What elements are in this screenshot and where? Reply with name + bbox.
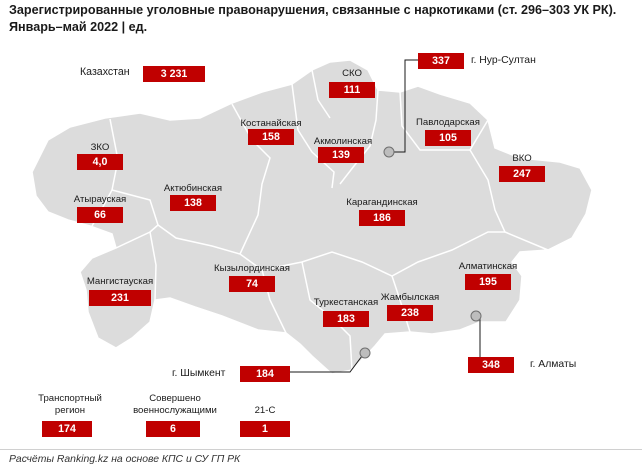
region-label-atyrau: Атырауская xyxy=(73,194,127,205)
region-label-pavlodar: Павлодарская xyxy=(416,117,480,128)
region-label-sko: СКО xyxy=(342,68,362,79)
extra-label-military: Совершено военнослужащими xyxy=(133,393,217,416)
region-label-karaganda: Карагандинская xyxy=(346,197,418,208)
region-value-mangystau: 231 xyxy=(89,290,151,306)
title-line-2: Январь–май 2022 | ед. xyxy=(9,20,148,34)
region-value-atyrau: 66 xyxy=(77,207,123,223)
shymkent-marker xyxy=(359,347,371,359)
extra-value-military: 6 xyxy=(146,421,200,437)
region-value-aktobe: 138 xyxy=(170,195,216,211)
chart-title: Зарегистрированные уголовные правонаруше… xyxy=(9,2,634,36)
region-value-pavlodar: 105 xyxy=(425,130,471,146)
city-value-shymkent: 184 xyxy=(240,366,290,382)
region-label-kyzylorda: Кызылординская xyxy=(214,263,290,274)
region-label-akmola: Акмолинская xyxy=(313,136,373,147)
footer-divider xyxy=(0,449,642,450)
city-label-shymkent: г. Шымкент xyxy=(172,368,226,379)
region-label-vko: ВКО xyxy=(512,153,532,164)
nur-sultan-marker xyxy=(383,146,395,158)
total-label: Казахстан xyxy=(80,66,130,78)
almaty-marker xyxy=(470,310,482,322)
region-value-kostanay: 158 xyxy=(248,129,294,145)
region-label-turkestan: Туркестанская xyxy=(313,297,379,308)
region-label-zko: ЗКО xyxy=(90,142,110,153)
region-label-kostanay: Костанайская xyxy=(240,118,302,129)
region-label-zhambyl: Жамбылская xyxy=(380,292,440,303)
region-label-aktobe: Актюбинская xyxy=(163,183,223,194)
region-value-sko: 111 xyxy=(329,82,375,98)
region-value-vko: 247 xyxy=(499,166,545,182)
city-value-nur-sultan: 337 xyxy=(418,53,464,69)
region-value-almaty-obl: 195 xyxy=(465,274,511,290)
region-label-mangystau: Мангистауская xyxy=(86,276,154,287)
region-value-turkestan: 183 xyxy=(323,311,369,327)
city-markers xyxy=(359,146,482,359)
extra-value-transport: 174 xyxy=(42,421,92,437)
title-line-1: Зарегистрированные уголовные правонаруше… xyxy=(9,3,617,17)
extra-value-21c: 1 xyxy=(240,421,290,437)
extra-label-transport: Транспортный регион xyxy=(38,393,102,416)
region-value-karaganda: 186 xyxy=(359,210,405,226)
extra-label-21c: 21-С xyxy=(254,405,276,416)
city-label-almaty: г. Алматы xyxy=(530,359,577,370)
region-value-zhambyl: 238 xyxy=(387,305,433,321)
region-value-akmola: 139 xyxy=(318,147,364,163)
region-value-kyzylorda: 74 xyxy=(229,276,275,292)
region-value-zko: 4,0 xyxy=(77,154,123,170)
city-label-nur-sultan: г. Нур-Султан xyxy=(471,55,536,66)
region-label-almaty-obl: Алматинская xyxy=(458,261,518,272)
source-footer: Расчёты Ranking.kz на основе КПС и СУ ГП… xyxy=(9,454,241,465)
city-value-almaty: 348 xyxy=(468,357,514,373)
total-value: 3 231 xyxy=(143,66,205,82)
